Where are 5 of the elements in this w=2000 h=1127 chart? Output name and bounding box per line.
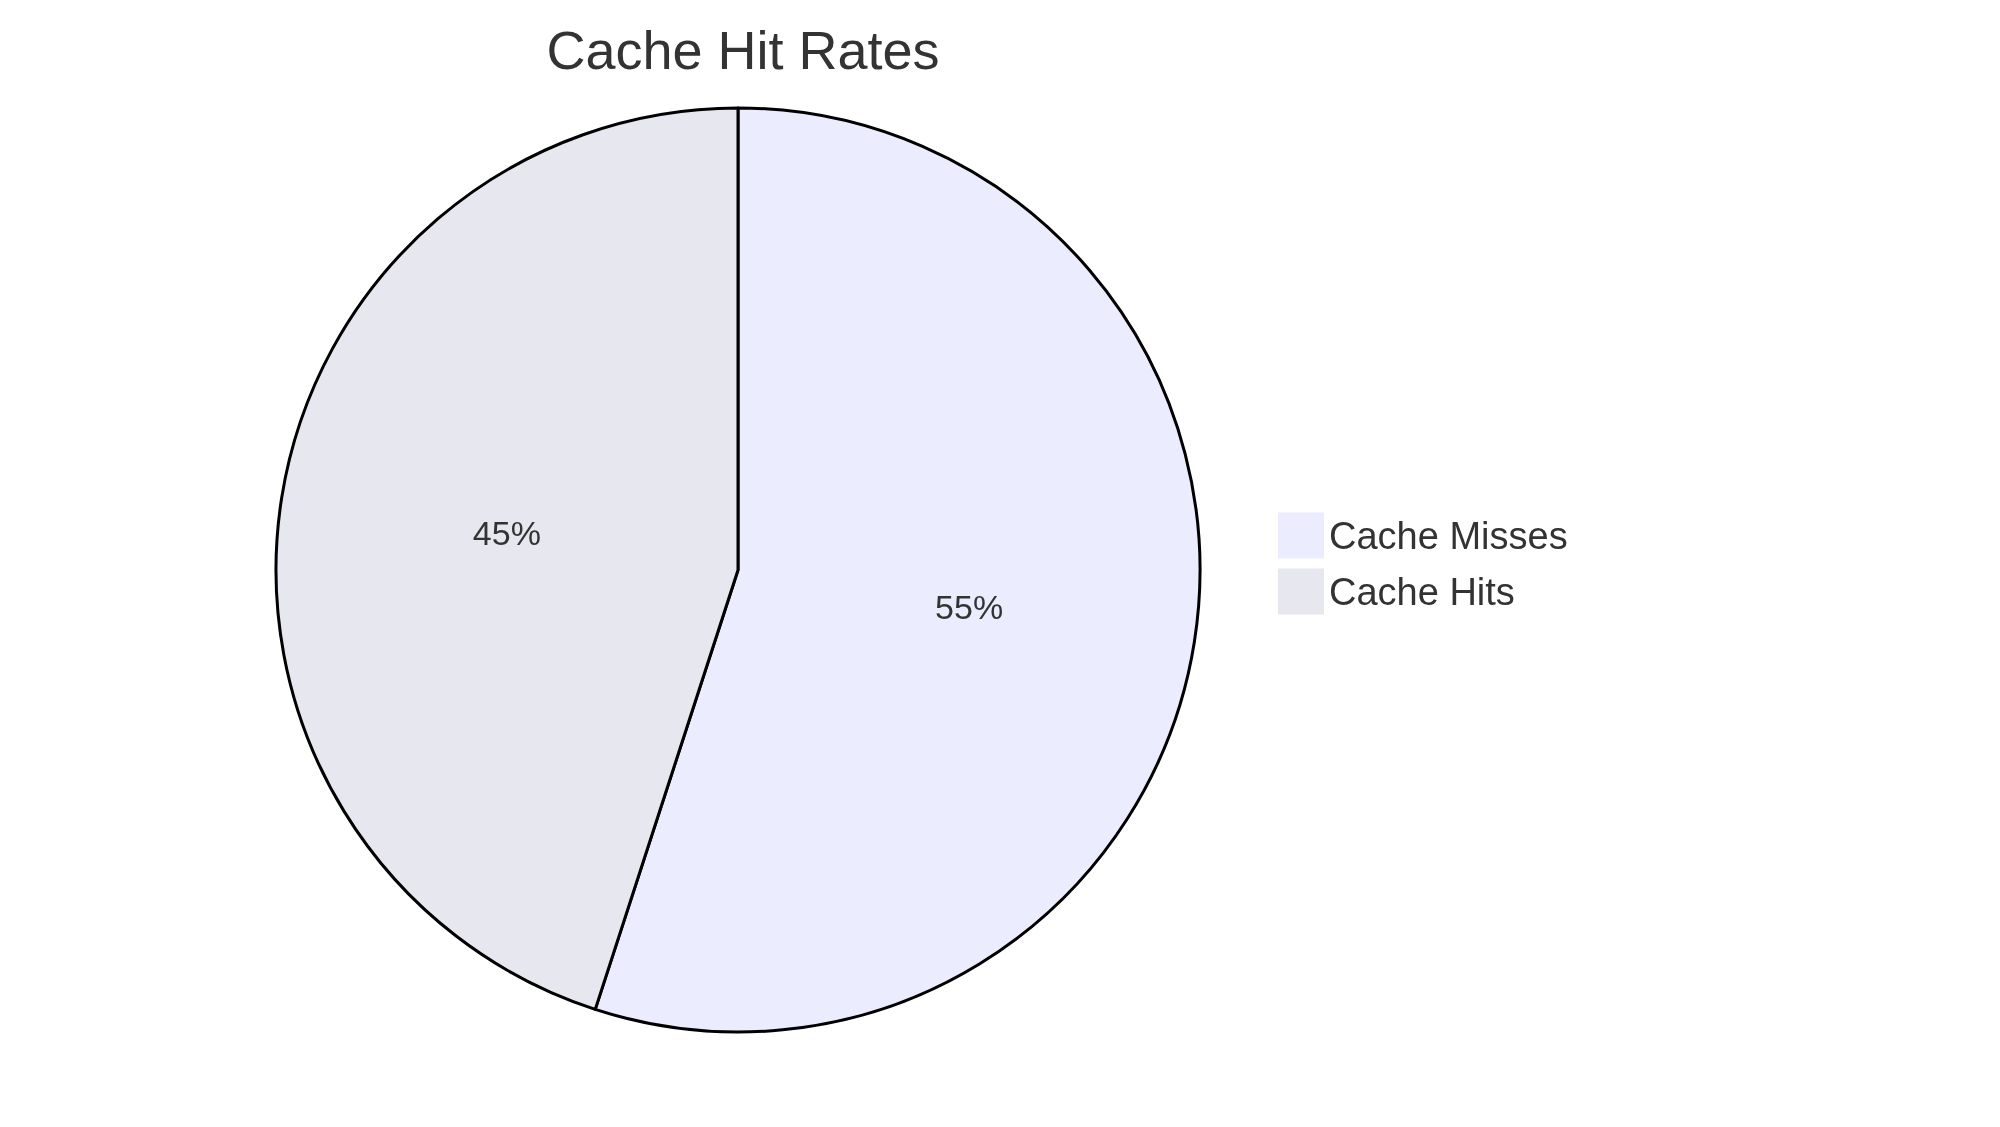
data-label: 55% [935,587,1004,626]
legend-label: Cache Misses [1329,514,1568,557]
data-label: 45% [472,514,541,553]
chart-title: Cache Hit Rates [546,20,940,80]
legend-label: Cache Hits [1329,570,1515,613]
